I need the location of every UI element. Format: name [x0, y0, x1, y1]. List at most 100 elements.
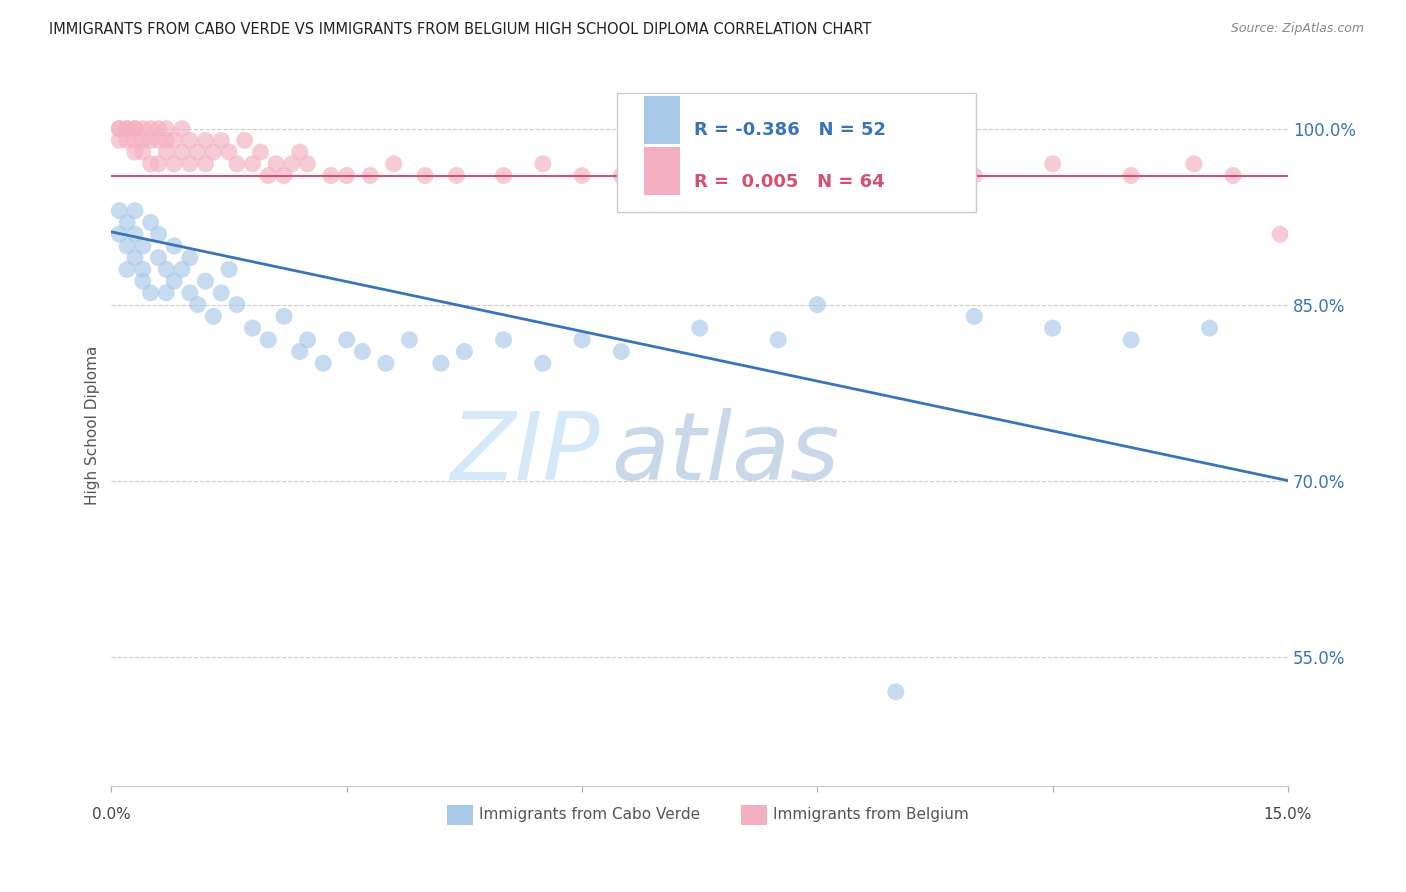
Point [163, 239, 186, 253]
Point [1182, 157, 1205, 171]
Text: 0.0%: 0.0% [91, 807, 131, 822]
Point [148, 157, 170, 171]
Point [1042, 321, 1064, 335]
Point [650, 157, 672, 171]
Point [108, 121, 131, 136]
Bar [741, 805, 766, 825]
Point [179, 157, 201, 171]
Point [108, 133, 131, 147]
Point [163, 274, 186, 288]
Point [257, 333, 280, 347]
Point [108, 227, 131, 242]
Point [115, 262, 138, 277]
Point [108, 203, 131, 218]
Text: R = -0.386   N = 52: R = -0.386 N = 52 [693, 121, 886, 139]
Point [139, 121, 162, 136]
Point [155, 121, 177, 136]
Point [571, 169, 593, 183]
Text: atlas: atlas [612, 409, 839, 500]
Point [139, 285, 162, 300]
Point [155, 133, 177, 147]
Point [610, 169, 633, 183]
Point [124, 121, 146, 136]
Point [139, 215, 162, 229]
Point [359, 169, 381, 183]
Point [884, 685, 907, 699]
Point [492, 333, 515, 347]
Point [148, 133, 170, 147]
Point [187, 297, 209, 311]
Point [806, 169, 828, 183]
Bar [447, 805, 472, 825]
Point [398, 333, 420, 347]
Text: R =  0.005   N = 64: R = 0.005 N = 64 [693, 172, 884, 191]
Point [202, 310, 225, 324]
Point [374, 356, 396, 370]
Point [382, 157, 405, 171]
Point [352, 344, 374, 359]
Point [226, 157, 249, 171]
Text: Source: ZipAtlas.com: Source: ZipAtlas.com [1230, 22, 1364, 36]
Point [728, 157, 751, 171]
Point [132, 274, 155, 288]
Point [179, 133, 201, 147]
Point [124, 133, 146, 147]
Point [1042, 157, 1064, 171]
Point [148, 121, 170, 136]
Point [187, 145, 209, 159]
Point [963, 169, 986, 183]
Point [202, 145, 225, 159]
Point [884, 157, 907, 171]
Point [115, 121, 138, 136]
Point [453, 344, 475, 359]
Point [179, 285, 201, 300]
Point [264, 157, 287, 171]
Point [1119, 169, 1142, 183]
Text: Immigrants from Belgium: Immigrants from Belgium [773, 807, 969, 822]
Point [281, 157, 304, 171]
Point [155, 145, 177, 159]
Point [194, 157, 217, 171]
Point [297, 333, 319, 347]
Point [492, 169, 515, 183]
Point [242, 321, 264, 335]
Text: IMMIGRANTS FROM CABO VERDE VS IMMIGRANTS FROM BELGIUM HIGH SCHOOL DIPLOMA CORREL: IMMIGRANTS FROM CABO VERDE VS IMMIGRANTS… [49, 22, 872, 37]
Point [108, 121, 131, 136]
Point [194, 274, 217, 288]
Point [610, 344, 633, 359]
Point [430, 356, 453, 370]
Point [163, 157, 186, 171]
Point [132, 239, 155, 253]
Point [179, 251, 201, 265]
Point [1222, 169, 1244, 183]
Text: 15.0%: 15.0% [1264, 807, 1312, 822]
Text: Immigrants from Cabo Verde: Immigrants from Cabo Verde [478, 807, 700, 822]
Point [312, 356, 335, 370]
Point [242, 157, 264, 171]
Point [571, 333, 593, 347]
Point [226, 297, 249, 311]
Point [132, 121, 155, 136]
Point [446, 169, 468, 183]
Point [124, 203, 146, 218]
Point [163, 133, 186, 147]
Point [124, 251, 146, 265]
Point [209, 133, 232, 147]
Point [806, 297, 828, 311]
Point [170, 262, 193, 277]
Point [148, 251, 170, 265]
Point [249, 145, 271, 159]
Point [766, 333, 789, 347]
Point [218, 262, 240, 277]
Point [336, 169, 359, 183]
Point [288, 145, 311, 159]
Point [257, 169, 280, 183]
Point [194, 133, 217, 147]
Point [132, 133, 155, 147]
Point [155, 285, 177, 300]
Bar [644, 95, 679, 144]
Point [273, 169, 295, 183]
Point [170, 121, 193, 136]
Point [1268, 227, 1291, 242]
Point [963, 310, 986, 324]
